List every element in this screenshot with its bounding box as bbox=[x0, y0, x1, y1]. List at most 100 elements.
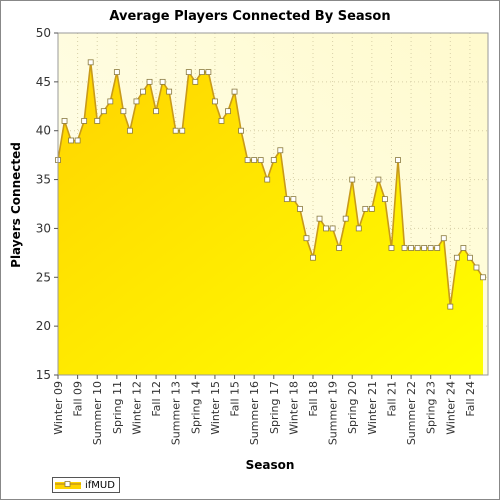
data-point bbox=[434, 245, 441, 251]
x-tick-label: Winter 09 bbox=[52, 381, 65, 435]
data-point bbox=[414, 245, 421, 251]
data-point bbox=[283, 196, 290, 203]
data-point bbox=[81, 118, 88, 124]
data-point bbox=[192, 78, 199, 85]
data-point bbox=[408, 245, 414, 251]
series-area bbox=[58, 62, 483, 376]
x-tick-label: Fall 15 bbox=[229, 381, 242, 417]
data-point bbox=[342, 215, 349, 222]
data-point bbox=[205, 69, 212, 75]
data-point bbox=[166, 88, 173, 95]
data-point bbox=[277, 147, 284, 154]
data-point bbox=[100, 108, 107, 115]
y-tick-label: 30 bbox=[36, 221, 51, 235]
x-tick-label: Summer 22 bbox=[405, 381, 418, 445]
data-point bbox=[297, 205, 303, 212]
data-point bbox=[61, 118, 68, 124]
data-point bbox=[427, 245, 434, 251]
x-tick-label: Winter 18 bbox=[287, 381, 300, 435]
data-point bbox=[316, 215, 323, 222]
data-point bbox=[94, 118, 101, 124]
data-point bbox=[244, 157, 251, 163]
data-point bbox=[127, 127, 133, 134]
y-tick-label: 15 bbox=[36, 368, 51, 382]
x-tick-label: Spring 17 bbox=[268, 381, 281, 434]
data-point bbox=[218, 118, 225, 124]
data-point bbox=[133, 98, 140, 105]
data-point bbox=[355, 225, 362, 232]
x-tick-label: Spring 11 bbox=[111, 381, 124, 434]
data-point bbox=[460, 245, 467, 251]
data-point bbox=[329, 225, 336, 232]
data-point bbox=[225, 108, 231, 115]
data-point bbox=[172, 127, 179, 134]
data-point bbox=[310, 254, 316, 261]
plot-border bbox=[57, 32, 489, 376]
y-tick-label: 45 bbox=[36, 75, 51, 89]
data-point bbox=[421, 245, 428, 251]
x-tick-label: Summer 19 bbox=[327, 381, 340, 445]
data-point bbox=[388, 245, 395, 251]
x-tick-label: Fall 12 bbox=[150, 381, 163, 417]
data-point bbox=[453, 254, 460, 261]
data-point bbox=[401, 245, 408, 251]
data-point bbox=[146, 78, 153, 85]
data-point bbox=[303, 235, 310, 242]
x-tick-label: Winter 12 bbox=[130, 381, 143, 435]
data-point bbox=[368, 205, 375, 212]
data-point bbox=[153, 108, 159, 115]
chart-title: Average Players Connected By Season bbox=[109, 9, 391, 24]
x-tick-label: Spring 14 bbox=[189, 381, 202, 434]
data-point bbox=[238, 127, 244, 134]
data-point bbox=[87, 59, 94, 66]
x-tick-label: Winter 15 bbox=[209, 381, 222, 435]
data-point bbox=[264, 176, 271, 183]
data-point bbox=[231, 88, 238, 95]
legend-swatch bbox=[55, 481, 81, 489]
data-point bbox=[185, 69, 192, 75]
data-point bbox=[447, 303, 454, 310]
legend-swatch-marker bbox=[64, 481, 71, 487]
data-point bbox=[179, 127, 186, 134]
data-point bbox=[349, 176, 356, 183]
x-tick-label: Winter 24 bbox=[444, 381, 457, 435]
data-point bbox=[362, 205, 369, 212]
data-point bbox=[159, 78, 166, 85]
data-point bbox=[140, 88, 146, 95]
data-point bbox=[107, 98, 114, 105]
data-point bbox=[257, 157, 264, 163]
data-point bbox=[467, 254, 473, 261]
data-point bbox=[74, 137, 81, 144]
y-tick-label: 20 bbox=[36, 319, 51, 333]
x-axis-label: Season bbox=[245, 458, 295, 472]
data-point bbox=[270, 157, 277, 163]
x-tick-label: Fall 24 bbox=[464, 381, 477, 417]
data-point bbox=[382, 196, 388, 203]
data-point bbox=[375, 176, 382, 183]
data-point bbox=[290, 196, 297, 203]
data-point bbox=[480, 274, 486, 281]
y-tick-label: 25 bbox=[36, 270, 51, 284]
y-tick-label: 35 bbox=[36, 173, 51, 187]
x-tick-label: Spring 20 bbox=[346, 381, 359, 434]
data-point bbox=[336, 245, 343, 251]
data-point bbox=[198, 69, 205, 75]
data-point bbox=[120, 108, 127, 115]
data-point bbox=[251, 157, 258, 163]
data-point bbox=[395, 157, 401, 163]
y-tick-label: 40 bbox=[36, 124, 51, 138]
data-point bbox=[68, 137, 74, 144]
x-tick-label: Summer 13 bbox=[170, 381, 183, 445]
data-point bbox=[212, 98, 218, 105]
x-tick-label: Fall 09 bbox=[72, 381, 85, 417]
y-tick-label: 50 bbox=[36, 26, 51, 40]
x-tick-label: Summer 16 bbox=[248, 381, 261, 445]
x-tick-label: Fall 21 bbox=[385, 381, 398, 417]
data-point bbox=[473, 264, 480, 271]
data-point bbox=[440, 235, 447, 242]
x-tick-label: Spring 23 bbox=[425, 381, 438, 434]
x-tick-label: Winter 21 bbox=[366, 381, 379, 435]
legend: ifMUD bbox=[52, 477, 120, 493]
x-tick-label: Summer 10 bbox=[91, 381, 104, 445]
